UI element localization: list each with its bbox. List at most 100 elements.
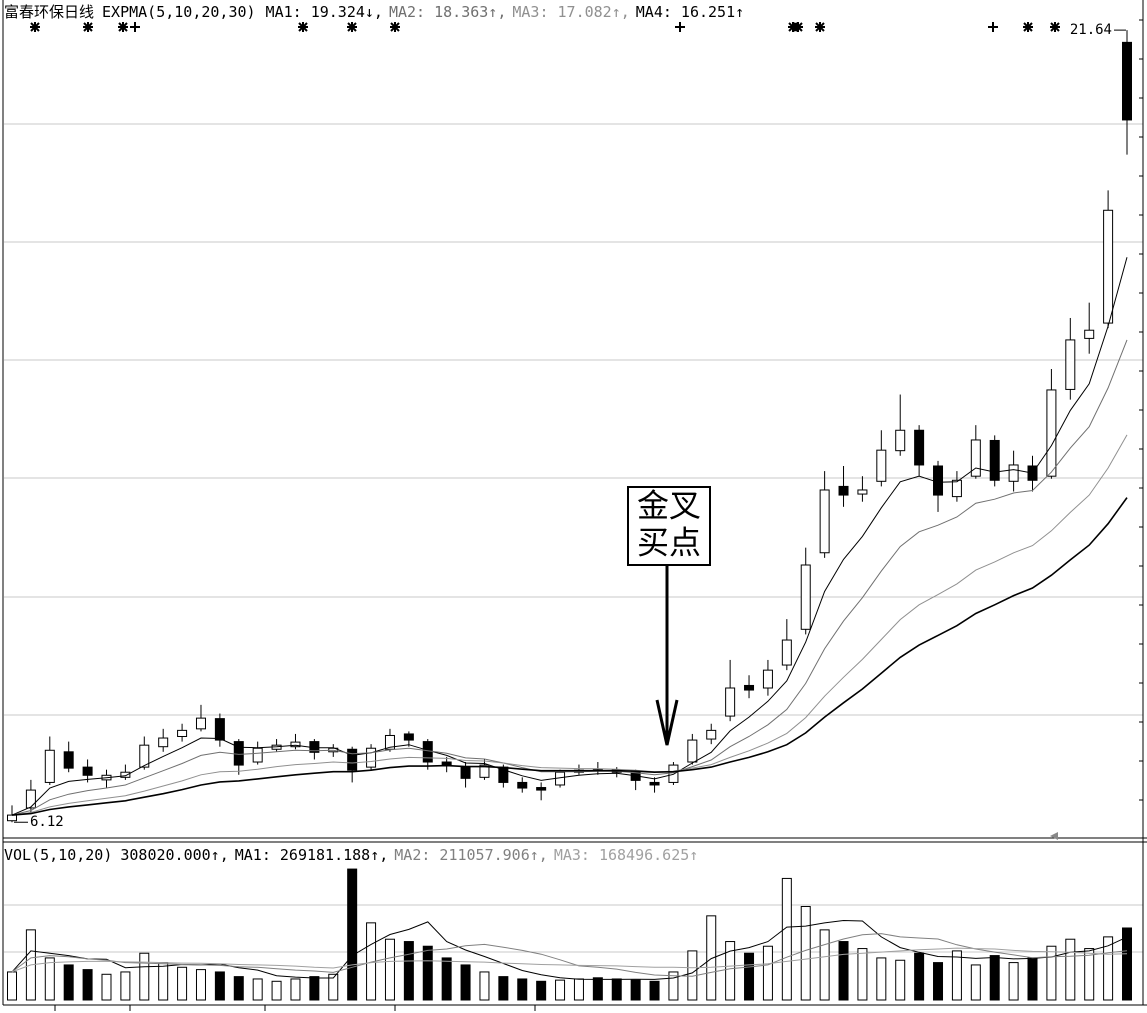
candle-body [781, 639, 792, 666]
indicator-line [11, 434, 1128, 816]
volume-bar [139, 952, 150, 1001]
candle-body [195, 717, 206, 730]
scroll-arrow[interactable] [1050, 832, 1058, 840]
indicator-line [11, 339, 1128, 816]
volume-bar [1027, 957, 1038, 1001]
signal-star [815, 22, 825, 32]
legend-entry: MA4: 16.251↑ [636, 3, 744, 21]
signal-plus [130, 22, 140, 32]
candle-body [403, 733, 414, 741]
volume-bar [7, 971, 17, 1001]
candle-body [800, 564, 811, 630]
volume-bar [271, 980, 282, 1001]
candle-body [1008, 464, 1019, 482]
indicator-line [11, 257, 1128, 816]
volume-bar [101, 973, 112, 1001]
volume-bar [347, 868, 358, 1001]
volume-bar [989, 955, 1000, 1001]
candle-body [1103, 209, 1114, 324]
candle-body [970, 439, 981, 477]
candle-body [649, 781, 660, 786]
volume-bar [668, 971, 679, 1001]
signal-star [1050, 22, 1060, 32]
volume-bar [649, 980, 660, 1001]
volume-bar [706, 915, 717, 1001]
volume-bar [1084, 948, 1095, 1001]
volume-bar [309, 976, 320, 1001]
price-header: 富春环保日线 EXPMA(5,10,20,30) MA1: 19.324↓, MA2:… [4, 3, 744, 21]
signal-plus [988, 22, 998, 32]
volume-bar [120, 971, 131, 1001]
volume-header: VOL(5,10,20) 308020.000↑, MA1: 269181.188↑… [4, 846, 698, 864]
candle-body [876, 449, 887, 482]
candle-body [233, 741, 244, 766]
signal-star [1023, 22, 1033, 32]
volume-bar [214, 971, 225, 1001]
annotation-box [627, 486, 711, 566]
indicator-name: EXPMA(5,10,20,30) [102, 3, 256, 21]
arrow-head [655, 699, 679, 746]
candle-body [536, 787, 547, 791]
volume-bar [573, 978, 584, 1001]
annotation: 金叉 买点 [627, 486, 711, 746]
volume-bar [195, 969, 206, 1001]
legend-entry: MA1: 269181.188↑, [235, 846, 389, 864]
volume-bar [933, 962, 944, 1001]
candle-body [914, 429, 925, 466]
candle-body [82, 766, 93, 776]
candle-body [177, 729, 188, 737]
volume-bar [1122, 927, 1132, 1001]
signal-star [298, 22, 308, 32]
volume-bar [1103, 936, 1114, 1001]
signal-star [793, 22, 803, 32]
volume-bar [158, 962, 169, 1001]
signal-star [390, 22, 400, 32]
volume-bar [422, 945, 433, 1001]
candle-body [120, 771, 131, 778]
signal-star [347, 22, 357, 32]
candle-body [517, 781, 528, 789]
volume-bar [233, 976, 244, 1001]
volume-bar [800, 905, 811, 1001]
legend-entry: 308020.000↑, [120, 846, 228, 864]
signal-plus [675, 22, 685, 32]
legend-entry: MA3: 17.082↑, [512, 3, 629, 21]
candle-body [744, 684, 755, 691]
candle-body [687, 739, 698, 763]
candle-body [725, 687, 736, 717]
indicator-line [11, 947, 1128, 973]
volume-bar [914, 952, 925, 1001]
candle-body [895, 429, 906, 452]
legend-entry: MA2: 18.363↑, [389, 3, 506, 21]
high-label: 21.64 [1070, 22, 1112, 38]
volume-bar [857, 948, 868, 1001]
candle-body [1046, 389, 1057, 477]
volume-bar [725, 941, 736, 1001]
candle-body [214, 718, 225, 741]
price-grid [4, 123, 1143, 953]
volume-bar [951, 950, 962, 1001]
volume-bar [895, 959, 906, 1001]
indicator-line [11, 933, 1128, 977]
volume-bar [744, 952, 755, 1001]
signal-star [30, 22, 40, 32]
annotation-text: 金叉 [637, 487, 701, 525]
candle-body [951, 479, 962, 498]
candle-body [7, 814, 17, 822]
candle-body [706, 729, 717, 740]
candle-body [384, 734, 395, 750]
candle-body [158, 737, 169, 748]
candle-body [838, 485, 849, 496]
legend-entry: MA3: 168496.625↑ [554, 846, 699, 864]
legend-entry: MA2: 211057.906↑, [394, 846, 548, 864]
volume-bar [498, 976, 509, 1001]
legend-entry: MA1: 19.324↓, [266, 3, 383, 21]
volume-bar [252, 978, 263, 1001]
candle-body [819, 489, 830, 554]
volume-bar [762, 945, 773, 1001]
volume-bar [555, 979, 566, 1001]
chart-title: VOL(5,10,20) [4, 846, 112, 864]
volume-bar [876, 957, 887, 1001]
volume-bar [403, 941, 414, 1001]
